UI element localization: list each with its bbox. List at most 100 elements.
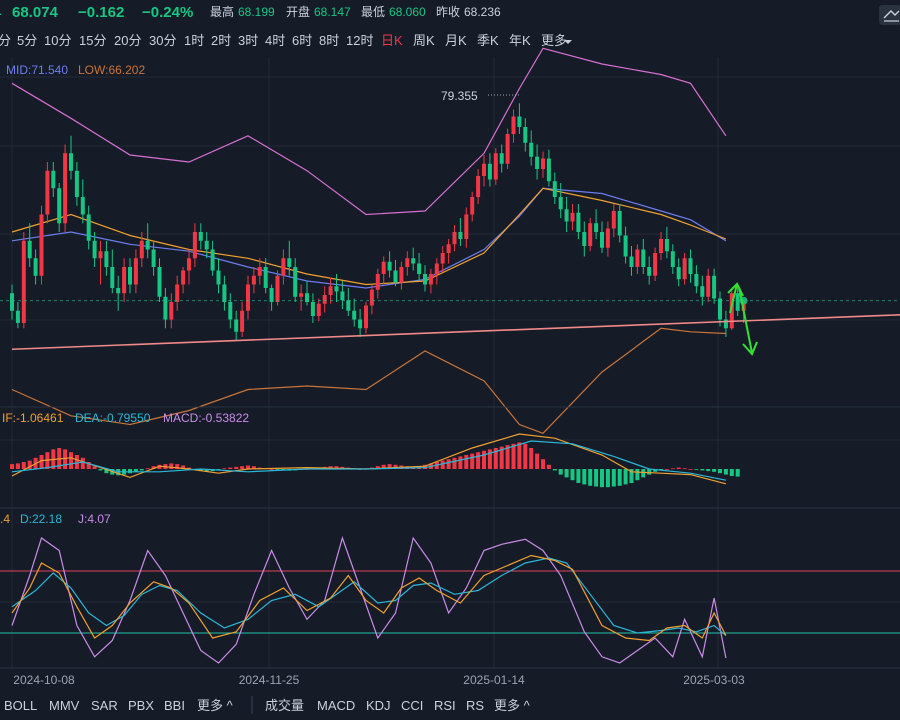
- candle-123: [735, 286, 740, 316]
- candle-0: [10, 284, 14, 320]
- candle-105: [629, 246, 634, 276]
- timeframe-2[interactable]: 10分: [44, 33, 71, 48]
- macd-bar-109: [653, 469, 658, 472]
- x-axis-label-0: 2024-10-08: [13, 673, 75, 687]
- timeframe-11[interactable]: 8时: [319, 33, 339, 48]
- candle-68: [411, 247, 416, 271]
- candle-93: [558, 183, 563, 218]
- macd-bar-5: [39, 455, 44, 469]
- indicator-tab-3[interactable]: PBX: [128, 698, 154, 713]
- timeframe-4[interactable]: 20分: [114, 33, 141, 48]
- indicator-tab-8[interactable]: KDJ: [366, 698, 391, 713]
- candle-39: [240, 302, 245, 337]
- indicator-tab-5[interactable]: 更多 ^: [197, 698, 234, 713]
- timeframe-9[interactable]: 4时: [265, 33, 285, 48]
- timeframe-8[interactable]: 3时: [238, 33, 258, 48]
- timeframe-1[interactable]: 5分: [17, 33, 37, 48]
- indicator-tab-11[interactable]: RS: [466, 698, 484, 713]
- trend-line: [11, 314, 900, 351]
- candle-42: [257, 258, 262, 285]
- indicator-tab-12[interactable]: 更多 ^: [494, 698, 531, 713]
- candle-15: [98, 240, 103, 285]
- macd-bar-23: [145, 468, 150, 470]
- candle-56: [340, 281, 345, 309]
- candle-37: [228, 293, 233, 329]
- timeframe-17[interactable]: 年K: [509, 33, 531, 48]
- candle-3: [27, 223, 32, 267]
- candle-43: [263, 258, 268, 294]
- macd-bar-16: [104, 469, 109, 474]
- kdj-k-line: [11, 554, 727, 642]
- candle-41: [251, 267, 256, 294]
- header-low-label: 最低: [361, 5, 385, 19]
- indicator-tab-1[interactable]: MMV: [49, 698, 80, 713]
- indicator-tab-7[interactable]: MACD: [317, 698, 355, 713]
- candle-107: [641, 239, 646, 274]
- price-panel: MID:71.540 LOW:66.202 79.355: [0, 47, 900, 668]
- header-prev-label: 昨收: [436, 5, 460, 19]
- macd-bar-82: [493, 448, 498, 469]
- macd-bar-70: [423, 464, 427, 469]
- timeframe-3[interactable]: 15分: [79, 33, 106, 48]
- macd-bar-24: [151, 466, 156, 469]
- chart-settings-icon[interactable]: [879, 5, 900, 25]
- macd-dif-label: IF:-1.06461: [2, 411, 64, 425]
- candle-81: [487, 153, 492, 187]
- candle-23: [145, 223, 150, 259]
- candle-27: [169, 293, 174, 329]
- macd-bar-12: [80, 457, 85, 469]
- more-timeframes-caret-icon[interactable]: [564, 40, 572, 44]
- indicator-tab-4[interactable]: BBI: [164, 698, 185, 713]
- indicator-tab-9[interactable]: CCI: [401, 698, 423, 713]
- macd-bar-112: [670, 468, 675, 470]
- timeframe-12[interactable]: 12时: [346, 33, 373, 48]
- timeframe-16[interactable]: 季K: [477, 33, 499, 48]
- macd-bar-91: [546, 464, 551, 469]
- macd-bar-114: [682, 468, 687, 470]
- candle-64: [387, 251, 392, 278]
- macd-bar-62: [375, 466, 380, 469]
- x-axis-label-3: 2025-03-03: [683, 673, 745, 687]
- indicator-tab-10[interactable]: RSI: [434, 698, 456, 713]
- timeframe-7[interactable]: 2时: [211, 33, 231, 48]
- candle-116: [694, 265, 699, 294]
- timeframe-0[interactable]: 分: [0, 33, 11, 48]
- macd-dif-line: [11, 433, 727, 485]
- candle-86: [517, 103, 522, 134]
- macd-bar-97: [582, 469, 587, 485]
- candle-46: [281, 249, 286, 285]
- macd-bar-38: [234, 466, 239, 469]
- timeframe-5[interactable]: 30分: [149, 33, 176, 48]
- timeframe-14[interactable]: 周K: [413, 33, 435, 48]
- macd-bar-79: [476, 452, 481, 469]
- macd-bar-75: [452, 457, 457, 469]
- indicator-tab-0[interactable]: BOLL: [4, 698, 37, 713]
- macd-bar-113: [676, 467, 681, 469]
- candle-33: [204, 232, 209, 259]
- header-prev: 68.236: [464, 5, 501, 19]
- macd-bar-14: [92, 466, 97, 469]
- candle-79: [476, 169, 481, 204]
- candle-104: [623, 226, 628, 264]
- candle-82: [493, 148, 498, 185]
- indicator-tab-6[interactable]: 成交量: [265, 698, 304, 713]
- macd-bar-123: [735, 469, 740, 477]
- candle-57: [346, 288, 351, 316]
- candle-91: [546, 149, 551, 187]
- header-high: 68.199: [238, 5, 275, 19]
- macd-bar-106: [635, 469, 640, 481]
- timeframe-13[interactable]: 日K: [381, 33, 403, 48]
- candle-53: [322, 286, 327, 313]
- indicator-tab-2[interactable]: SAR: [91, 698, 118, 713]
- timeframe-10[interactable]: 6时: [292, 33, 312, 48]
- x-axis: 2024-10-08 2024-11-25 2025-01-14 2025-03-03: [13, 673, 745, 687]
- timeframe-18[interactable]: 更多: [541, 33, 567, 48]
- candle-48: [293, 258, 298, 302]
- timeframe-15[interactable]: 月K: [445, 33, 467, 48]
- macd-bar-55: [334, 466, 339, 469]
- timeframe-6[interactable]: 1时: [184, 33, 204, 48]
- boll-mid-label: MID:71.540: [6, 63, 68, 77]
- macd-bar-22: [139, 469, 144, 471]
